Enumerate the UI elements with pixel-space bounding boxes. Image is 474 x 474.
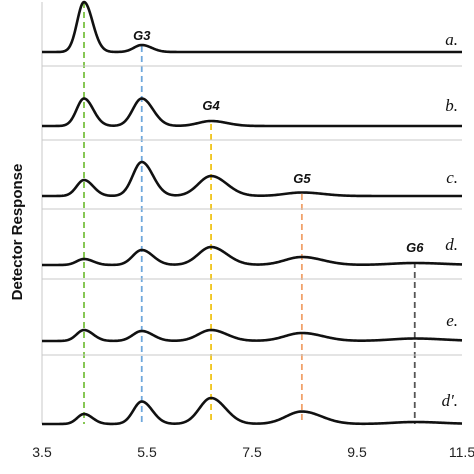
panel-tag-3: c. — [446, 168, 458, 187]
panel-tag-6: d'. — [442, 391, 458, 410]
peak-label-g5: G5 — [293, 171, 311, 186]
peak-label-g3: G3 — [133, 28, 151, 43]
trace-2 — [41, 97, 463, 128]
panel-tag-1: a. — [445, 30, 458, 49]
peak-label-g6: G6 — [406, 240, 424, 255]
x-axis-ticks: 3.5 5.5 7.5 9.5 11.5 — [32, 444, 474, 460]
panels — [41, 0, 463, 426]
trace-6 — [41, 396, 463, 426]
x-tick-label: 9.5 — [347, 444, 367, 460]
panel-tag-5: e. — [446, 311, 458, 330]
annotations: a. b. c. d. e. d'. G3 G4 G5 G6 — [133, 28, 458, 410]
x-tick-label: 5.5 — [137, 444, 157, 460]
x-tick-label: 11.5 — [449, 444, 474, 460]
panel-tag-4: d. — [445, 235, 458, 254]
trace-1 — [41, 0, 463, 54]
y-axis-label: Detector Response — [9, 164, 26, 301]
x-tick-label: 3.5 — [32, 444, 52, 460]
trace-3 — [41, 160, 463, 198]
trace-4 — [41, 245, 463, 267]
panel-tag-2: b. — [445, 96, 458, 115]
trace-5 — [41, 328, 463, 343]
reference-lines — [83, 2, 416, 424]
peak-label-g4: G4 — [202, 98, 220, 113]
x-tick-label: 7.5 — [242, 444, 262, 460]
